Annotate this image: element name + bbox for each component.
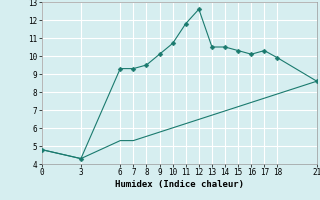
X-axis label: Humidex (Indice chaleur): Humidex (Indice chaleur) bbox=[115, 180, 244, 189]
